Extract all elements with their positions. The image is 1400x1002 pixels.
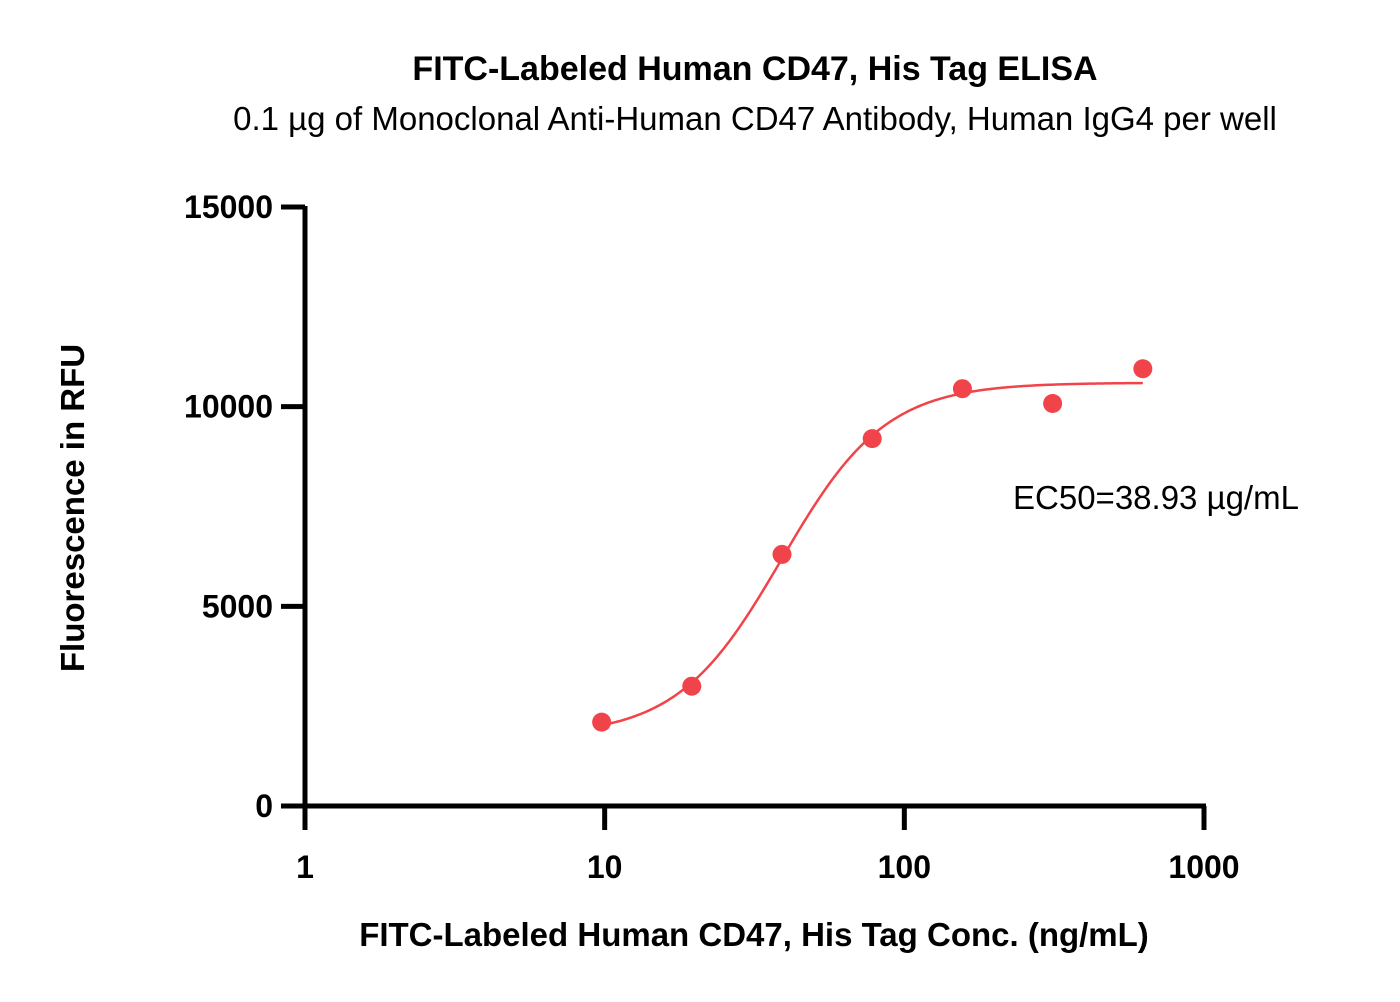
- y-tick-label: 5000: [202, 588, 273, 624]
- x-tick-label: 10: [587, 849, 623, 885]
- y-tick-label: 10000: [184, 389, 273, 425]
- y-tick-label: 0: [255, 788, 273, 824]
- x-tick-label: 100: [878, 849, 931, 885]
- data-point: [682, 676, 702, 696]
- data-point: [1133, 359, 1153, 379]
- axes: 0 5000 10000 15000 1 10 100 1000: [184, 189, 1240, 885]
- x-axis-label: FITC-Labeled Human CD47, His Tag Conc. (…: [359, 916, 1149, 953]
- ec50-annotation: EC50=38.93 µg/mL: [1013, 479, 1299, 516]
- data-point: [1043, 393, 1063, 413]
- data-points: [592, 359, 1153, 732]
- data-point: [862, 429, 882, 449]
- y-axis-label: Fluorescence in RFU: [54, 344, 91, 672]
- x-tick-label: 1000: [1168, 849, 1239, 885]
- chart-title: FITC-Labeled Human CD47, His Tag ELISA: [412, 50, 1097, 88]
- data-point: [592, 712, 612, 732]
- x-tick-label: 1: [296, 849, 314, 885]
- data-point: [772, 544, 792, 564]
- y-tick-label: 15000: [184, 189, 273, 225]
- chart-subtitle: 0.1 µg of Monoclonal Anti-Human CD47 Ant…: [233, 100, 1277, 137]
- data-point: [952, 379, 972, 399]
